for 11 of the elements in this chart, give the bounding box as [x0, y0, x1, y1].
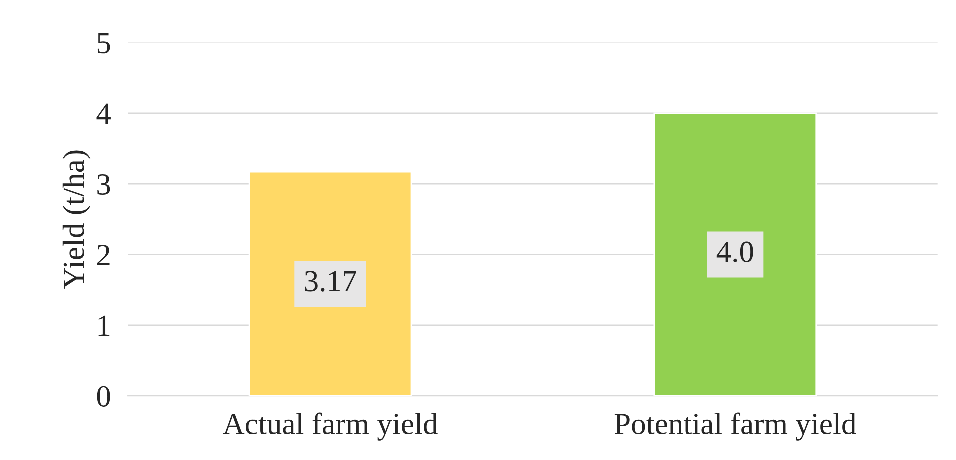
y-tick-label: 5: [98, 33, 110, 54]
y-tick-label: 3: [98, 174, 110, 195]
x-tick-label: Actual farm yield: [223, 412, 438, 441]
data-label: 4.0: [716, 242, 754, 263]
y-tick-label: 1: [98, 316, 110, 336]
y-axis-title: Yield (t/ha): [62, 150, 91, 290]
y-tick-label: 0: [97, 386, 110, 407]
data-label: 3.17: [305, 271, 356, 292]
x-tick-label: Potential farm yield: [614, 412, 856, 441]
y-tick-label: 2: [98, 245, 110, 266]
y-tick-label: 4: [96, 104, 111, 124]
